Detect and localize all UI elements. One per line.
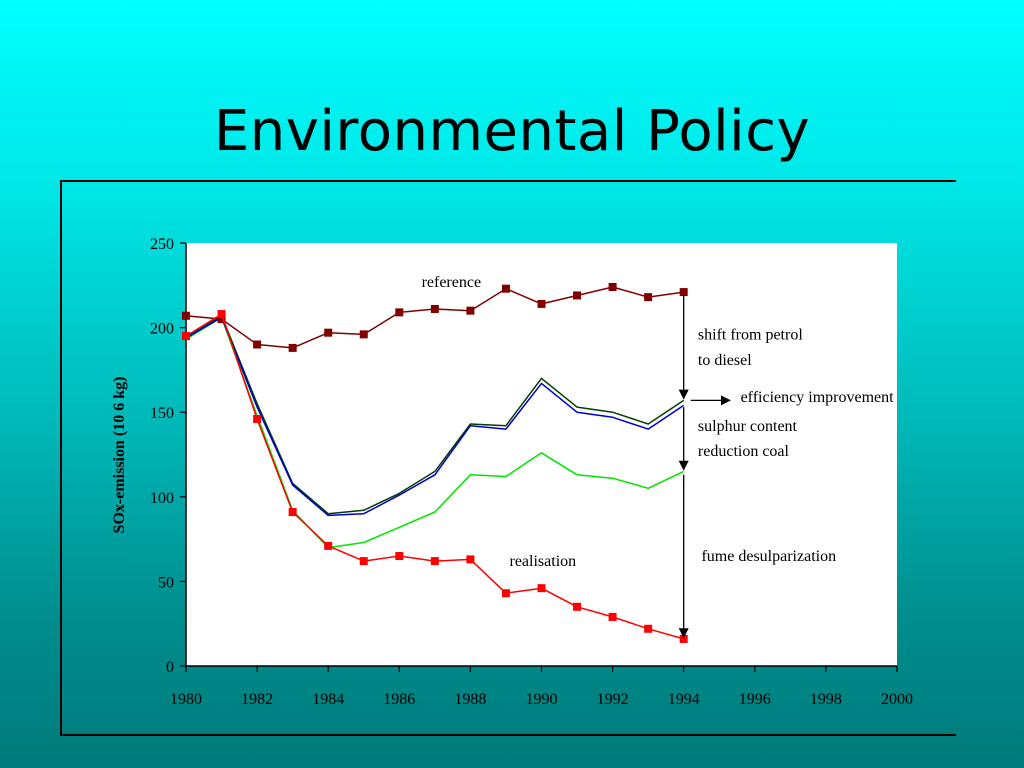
data-point-realisation: [182, 332, 190, 341]
data-point-reference: [253, 340, 262, 349]
label-efficiency: efficiency improvement: [741, 389, 895, 406]
data-point-realisation: [288, 508, 297, 517]
data-point-reference: [288, 343, 297, 352]
series-line-petrol-diesel-shift: [185, 315, 685, 515]
data-point-realisation: [430, 557, 439, 566]
x-tick-label: 1986: [383, 691, 415, 708]
annotations-layer: reference realisation shift from petrol to …: [422, 274, 895, 570]
series-line-efficiency-improvement: [185, 316, 685, 517]
plot-area: [186, 243, 897, 666]
data-point-reference: [679, 288, 688, 297]
data-point-realisation: [253, 414, 262, 423]
data-point-realisation: [573, 602, 582, 611]
label-realisation: realisation: [510, 553, 577, 570]
x-tick-label: 1990: [526, 691, 558, 708]
y-tick-label: 250: [150, 236, 174, 253]
label-sulphur-2: reduction coal: [698, 443, 790, 460]
label-sulphur-1: sulphur content: [698, 418, 798, 435]
y-axis-label: SOx-emission (10 6 kg): [111, 377, 128, 534]
x-tick-label: 1992: [597, 691, 629, 708]
data-point-realisation: [466, 555, 475, 564]
data-point-reference: [182, 311, 190, 320]
x-tick-label: 1988: [454, 691, 486, 708]
data-point-reference: [501, 284, 510, 293]
data-point-reference: [573, 291, 582, 300]
series-layer: [182, 282, 688, 643]
label-shift-1: shift from petrol: [698, 326, 803, 343]
data-point-reference: [644, 293, 653, 302]
y-tick-label: 0: [166, 659, 174, 676]
series-line-sulphur-reduction: [185, 316, 685, 549]
y-tick-label: 100: [150, 490, 174, 507]
data-point-realisation: [608, 612, 617, 621]
data-point-reference: [217, 315, 226, 324]
label-shift-2: to diesel: [698, 352, 752, 369]
chart-frame: [60, 180, 956, 736]
data-point-reference: [608, 282, 617, 291]
x-tick-label: 1980: [170, 691, 202, 708]
x-tick-label: 1996: [739, 691, 771, 708]
axes: 0 50 100 150 200 250 1980 1982 1984 1986 1988 1990 1…: [150, 236, 913, 708]
data-point-realisation: [537, 584, 546, 593]
arrows-layer: [678, 295, 731, 639]
data-point-realisation: [359, 557, 368, 566]
data-point-realisation: [395, 552, 404, 561]
x-tick-label: 2000: [881, 691, 913, 708]
data-point-reference: [324, 328, 333, 337]
x-tick-label: 1984: [312, 691, 344, 708]
data-point-reference: [395, 308, 404, 317]
data-point-reference: [430, 304, 439, 313]
data-point-realisation: [679, 634, 688, 643]
data-point-realisation: [217, 310, 226, 319]
slide-title: Environmental Policy: [213, 99, 811, 164]
data-point-reference: [466, 306, 475, 315]
y-tick-label: 200: [150, 321, 174, 338]
label-fume: fume desulparization: [701, 548, 836, 565]
data-point-realisation: [644, 624, 653, 633]
data-point-realisation: [324, 541, 333, 550]
data-point-reference: [537, 299, 546, 308]
y-tick-label: 50: [158, 574, 174, 591]
data-point-reference: [359, 330, 368, 339]
x-tick-label: 1994: [668, 691, 700, 708]
x-tick-label: 1998: [810, 691, 842, 708]
data-point-realisation: [501, 589, 510, 598]
y-tick-label: 150: [150, 405, 174, 422]
x-tick-label: 1982: [241, 691, 273, 708]
label-reference: reference: [422, 274, 482, 291]
